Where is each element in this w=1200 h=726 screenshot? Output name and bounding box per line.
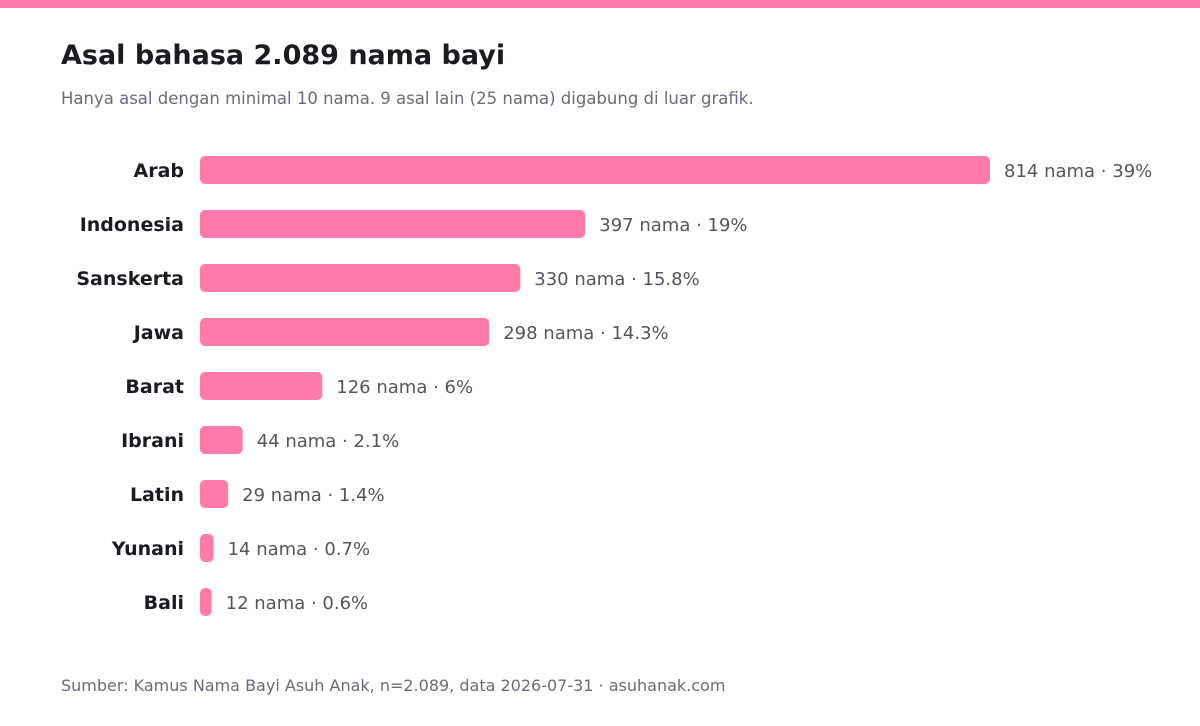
category-label: Latin — [130, 484, 184, 506]
bar-row: Sanskerta 330 nama · 15.8% — [76, 264, 700, 292]
bar-row: Jawa 298 nama · 14.3% — [132, 318, 669, 346]
bar — [200, 372, 323, 400]
value-label: 14 nama · 0.7% — [228, 539, 371, 560]
value-label: 126 nama · 6% — [336, 377, 473, 398]
value-label: 12 nama · 0.6% — [226, 593, 369, 614]
bar — [200, 264, 521, 292]
chart-subtitle: Hanya asal dengan minimal 10 nama. 9 asa… — [61, 89, 754, 108]
top-accent-stripe — [0, 0, 1200, 8]
category-label: Barat — [125, 376, 184, 398]
value-label: 29 nama · 1.4% — [242, 485, 385, 506]
category-label: Yunani — [111, 538, 184, 560]
bar-row: Bali 12 nama · 0.6% — [144, 588, 369, 616]
bar — [200, 426, 243, 454]
bar — [200, 318, 490, 346]
value-label: 397 nama · 19% — [599, 215, 747, 236]
bar — [200, 156, 990, 184]
category-label: Indonesia — [80, 214, 184, 236]
value-label: 44 nama · 2.1% — [257, 431, 400, 452]
category-label: Arab — [134, 160, 185, 182]
bar — [200, 480, 229, 508]
bar — [200, 588, 212, 616]
bar-chart: Arab 814 nama · 39% Indonesia 397 nama · 19… — [76, 156, 1152, 616]
bar-row: Arab 814 nama · 39% — [134, 156, 1152, 184]
bar-row: Latin 29 nama · 1.4% — [130, 480, 385, 508]
value-label: 330 nama · 15.8% — [534, 269, 699, 290]
category-label: Bali — [144, 592, 184, 614]
value-label: 814 nama · 39% — [1004, 161, 1152, 182]
category-label: Sanskerta — [76, 268, 184, 290]
bar-row: Yunani 14 nama · 0.7% — [111, 534, 370, 562]
value-label: 298 nama · 14.3% — [503, 323, 668, 344]
bar — [200, 210, 586, 238]
bar-row: Barat 126 nama · 6% — [125, 372, 473, 400]
bar-row: Indonesia 397 nama · 19% — [80, 210, 748, 238]
chart-title: Asal bahasa 2.089 nama bayi — [61, 40, 506, 71]
bar — [200, 534, 214, 562]
source-note: Sumber: Kamus Nama Bayi Asuh Anak, n=2.0… — [61, 676, 726, 695]
category-label: Jawa — [132, 322, 184, 344]
bar-row: Ibrani 44 nama · 2.1% — [121, 426, 399, 454]
category-label: Ibrani — [121, 430, 184, 452]
